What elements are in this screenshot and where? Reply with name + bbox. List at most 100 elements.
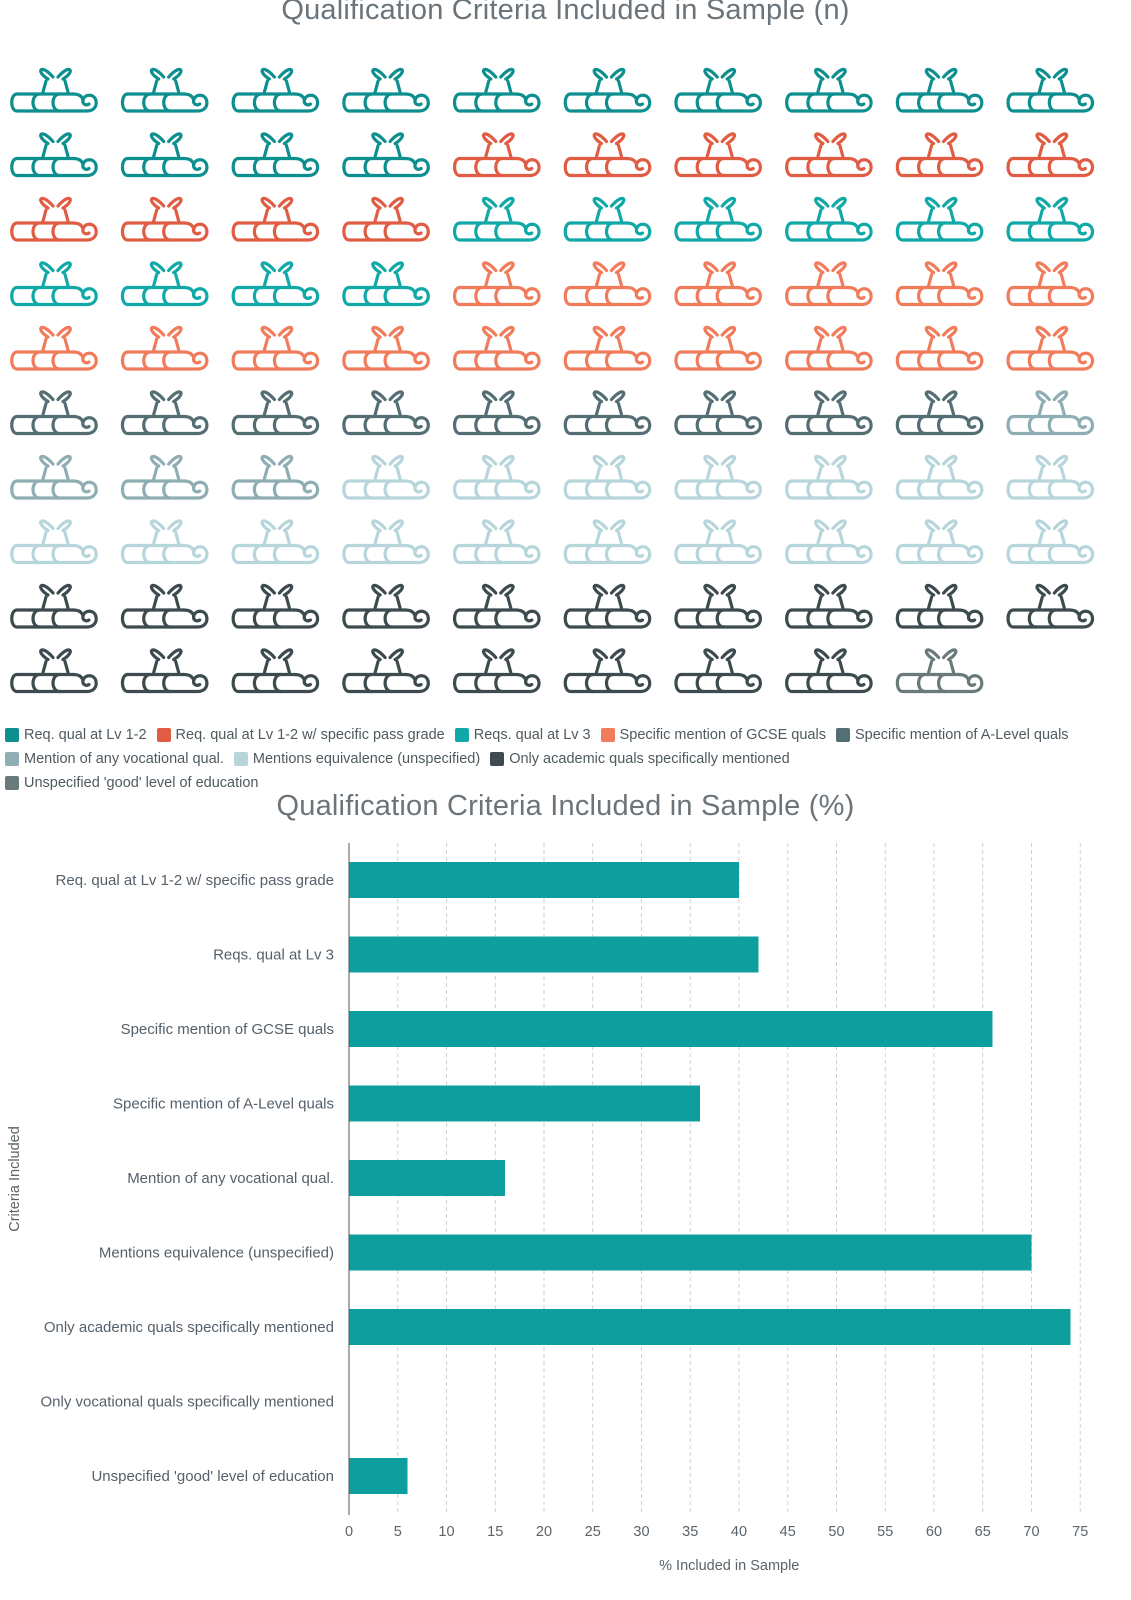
x-tick-label: 20 (536, 1524, 552, 1540)
diploma-scroll-icon (10, 519, 98, 565)
diploma-scroll-icon (342, 454, 430, 500)
diploma-scroll-icon (1006, 454, 1095, 500)
x-tick-label: 45 (780, 1524, 796, 1540)
diploma-scroll-icon (452, 454, 541, 500)
diploma-scroll-icon (563, 67, 652, 113)
category-label: Specific mention of A-Level quals (113, 1096, 334, 1113)
diploma-scroll-icon (563, 454, 652, 500)
diploma-scroll-icon (895, 67, 984, 113)
diploma-scroll-icon (120, 648, 209, 694)
x-tick-label: 10 (438, 1524, 454, 1540)
diploma-scroll-icon (785, 583, 873, 629)
diploma-scroll-icon (342, 325, 430, 371)
diploma-scroll-icon (120, 132, 209, 178)
diploma-scroll-icon (895, 454, 984, 500)
diploma-scroll-icon (563, 583, 652, 629)
diploma-scroll-icon (231, 196, 320, 242)
diploma-scroll-icon (785, 67, 873, 113)
y-axis-title: Criteria Included (7, 1126, 23, 1232)
diploma-scroll-icon (1006, 67, 1095, 113)
legend-label: Mention of any vocational qual. (24, 751, 224, 767)
category-label: Specific mention of GCSE quals (121, 1021, 334, 1038)
diploma-scroll-icon (563, 196, 652, 242)
diploma-scroll-icon (10, 648, 98, 694)
diploma-scroll-icon (674, 132, 762, 178)
x-tick-label: 5 (394, 1524, 402, 1540)
diploma-scroll-icon (10, 390, 98, 436)
legend-label: Specific mention of GCSE quals (619, 727, 826, 743)
legend-label: Specific mention of A-Level quals (854, 727, 1069, 743)
diploma-scroll-icon (674, 325, 762, 371)
bar[interactable] (349, 936, 759, 973)
bar[interactable] (349, 1458, 408, 1494)
diploma-scroll-icon (342, 519, 430, 565)
legend-item-good-level[interactable]: Unspecified 'good' level of education (5, 775, 258, 791)
legend-item-equivalence[interactable]: Mentions equivalence (unspecified) (233, 751, 480, 767)
x-tick-label: 55 (877, 1524, 893, 1540)
diploma-scroll-icon (895, 196, 984, 242)
legend-row-1: Req. qual at Lv 1-2 Req. qual at Lv 1-2 … (5, 723, 1125, 747)
legend-item-req-lv12[interactable]: Req. qual at Lv 1-2 (5, 727, 147, 743)
category-label: Only academic quals specifically mention… (44, 1319, 334, 1336)
bar[interactable] (349, 1011, 993, 1047)
x-tick-label: 65 (975, 1524, 991, 1540)
diploma-scroll-icon (231, 132, 320, 178)
diploma-scroll-icon (342, 67, 430, 113)
legend-swatch (5, 728, 19, 742)
legend-item-req-lv12-grade[interactable]: Req. qual at Lv 1-2 w/ specific pass gra… (156, 727, 445, 743)
diploma-scroll-icon (895, 583, 984, 629)
diploma-scroll-icon (120, 583, 209, 629)
diploma-scroll-icon (563, 648, 652, 694)
bar[interactable] (349, 862, 739, 898)
diploma-scroll-icon (10, 67, 98, 113)
diploma-scroll-icon (231, 261, 320, 307)
x-tick-label: 15 (487, 1524, 503, 1540)
diploma-scroll-icon (1006, 261, 1095, 307)
legend-item-req-lv3[interactable]: Reqs. qual at Lv 3 (454, 727, 591, 743)
legend-item-vocational[interactable]: Mention of any vocational qual. (5, 751, 224, 767)
diploma-scroll-icon (895, 519, 984, 565)
diploma-scroll-icon (342, 132, 430, 178)
diploma-scroll-icon (674, 583, 762, 629)
pictogram-grid (10, 67, 1095, 694)
bar[interactable] (349, 1234, 1032, 1271)
x-tick-label: 35 (682, 1524, 698, 1540)
legend-item-alevel[interactable]: Specific mention of A-Level quals (835, 727, 1069, 743)
x-tick-label: 60 (926, 1524, 942, 1540)
x-axis-title: % Included in Sample (659, 1558, 799, 1574)
diploma-scroll-icon (1006, 196, 1095, 242)
legend-label: Unspecified 'good' level of education (24, 775, 259, 791)
diploma-scroll-icon (785, 390, 873, 436)
category-label: Mentions equivalence (unspecified) (99, 1245, 334, 1262)
diploma-scroll-icon (563, 261, 652, 307)
diploma-scroll-icon (231, 519, 320, 565)
x-tick-label: 50 (828, 1524, 844, 1540)
diploma-scroll-icon (342, 390, 430, 436)
diploma-scroll-icon (1006, 583, 1095, 629)
diploma-scroll-icon (342, 196, 430, 242)
diploma-scroll-icon (785, 519, 873, 565)
diploma-scroll-icon (785, 132, 873, 178)
bar[interactable] (349, 1085, 700, 1122)
diploma-scroll-icon (563, 325, 652, 371)
bar-chart-title: Qualification Criteria Included in Sampl… (276, 790, 855, 822)
bar[interactable] (349, 1309, 1071, 1345)
diploma-scroll-icon (563, 132, 652, 178)
category-label: Only vocational quals specifically menti… (41, 1394, 335, 1411)
diploma-scroll-icon (674, 648, 762, 694)
diploma-scroll-icon (10, 261, 98, 307)
diploma-scroll-icon (10, 196, 98, 242)
legend-item-gcse[interactable]: Specific mention of GCSE quals (600, 727, 826, 743)
x-tick-label: 0 (345, 1524, 353, 1540)
diploma-scroll-icon (452, 67, 541, 113)
diploma-scroll-icon (1006, 325, 1095, 371)
diploma-scroll-icon (120, 325, 209, 371)
bar[interactable] (349, 1160, 505, 1196)
diploma-scroll-icon (563, 390, 652, 436)
legend-item-academic-only[interactable]: Only academic quals specifically mention… (490, 751, 790, 767)
x-tick-label: 25 (585, 1524, 601, 1540)
legend-row-3: Unspecified 'good' level of education (5, 771, 1125, 795)
category-label: Reqs. qual at Lv 3 (213, 947, 334, 964)
diploma-scroll-icon (563, 519, 652, 565)
diploma-scroll-icon (1006, 132, 1095, 178)
